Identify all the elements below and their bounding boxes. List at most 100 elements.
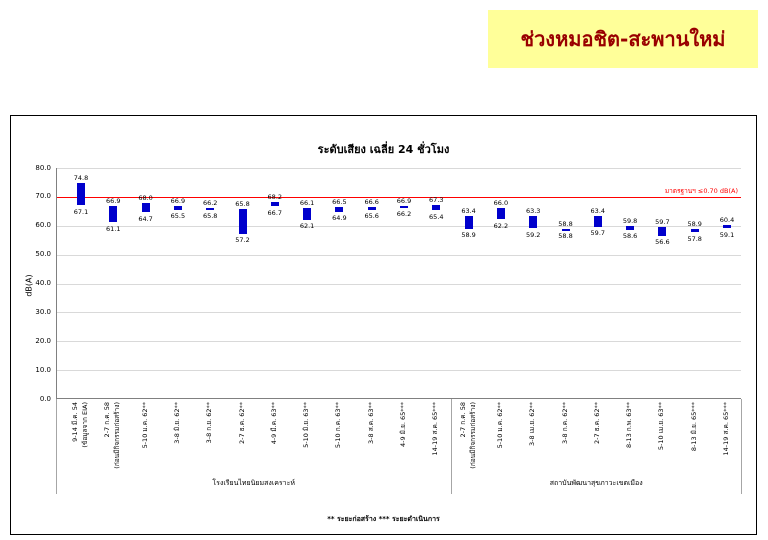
group-separator	[741, 399, 742, 494]
bar	[626, 226, 635, 230]
chart-title: ระดับเสียง เฉลี่ย 24 ชั่วโมง	[317, 143, 450, 156]
y-tick-label: 70.0	[35, 192, 51, 201]
bar-min-label: 62.1	[299, 222, 315, 231]
bar-max-label: 65.8	[235, 200, 250, 208]
bar-max-label: 68.0	[138, 193, 153, 202]
bar-max-label: 63.3	[525, 207, 541, 216]
x-tick-label: 5-10 มิ.ย. 63**	[302, 402, 311, 448]
bar-max-label: 66.6	[364, 197, 379, 206]
bar-min-label: 59.7	[590, 229, 606, 238]
bar	[464, 215, 473, 229]
bar-min-label: 62.2	[493, 221, 509, 230]
bar-min-label: 64.9	[332, 214, 347, 223]
x-tick-label: 3-8 ส.ค. 63**	[366, 402, 375, 444]
bar-max-label: 66.9	[106, 196, 121, 205]
y-tick-label: 80.0	[35, 163, 51, 172]
gridline	[57, 341, 741, 343]
y-tick-label: 30.0	[35, 307, 51, 316]
x-tick-label: 14-19 ส.ค. 65***	[722, 402, 730, 456]
x-tick-label: 2-7 ก.ค. 58 (ก่อนมีกิจกรรมก่อสร้าง)	[103, 402, 122, 469]
group-label: สถาบันพัฒนาสุขภาวะเขตเมือง	[549, 479, 643, 487]
bar-max-label: 66.2	[202, 198, 218, 207]
bar-min-label: 58.8	[558, 231, 573, 240]
group-label: โรงเรียนไทยนิยมสงเคราะห์	[212, 479, 295, 487]
chart-footnote: ** ระยะก่อสร้าง *** ระยะดำเนินการ	[327, 515, 440, 523]
y-tick-label: 50.0	[35, 250, 51, 259]
bar-min-label: 66.7	[267, 208, 283, 217]
y-tick-label: 0.0	[39, 394, 51, 403]
group-separator	[56, 399, 57, 494]
bar	[206, 207, 215, 210]
bar-min-label: 56.6	[655, 238, 670, 247]
x-tick-label: 8-13 ก.พ. 63**	[625, 402, 634, 449]
bar-min-label: 59.1	[719, 230, 735, 239]
bar	[367, 206, 376, 210]
bar	[400, 205, 408, 208]
bar-min-label: 59.2	[525, 230, 541, 239]
bar-min-label: 64.7	[138, 214, 153, 223]
x-tick-label: 2-7 ก.ค. 58 (ก่อนมีกิจกรรมก่อสร้าง)	[458, 402, 477, 469]
x-tick-label: 5-10 ม.ค. 62**	[495, 402, 504, 449]
bar-max-label: 59.8	[622, 217, 638, 226]
bar	[723, 224, 731, 229]
bar	[335, 207, 344, 212]
y-tick-label: 20.0	[35, 336, 51, 345]
bar	[303, 208, 312, 220]
bar-min-label: 65.4	[429, 212, 444, 221]
bar	[432, 204, 441, 211]
y-tick-label: 10.0	[35, 365, 51, 374]
bar-min-label: 66.2	[396, 210, 412, 219]
y-tick-label: 60.0	[35, 221, 51, 230]
x-tick-label: 5-10 เม.ย. 63**	[657, 402, 666, 451]
bar	[690, 228, 699, 233]
bar-max-label: 68.2	[267, 193, 283, 202]
x-tick-label: 5-10 ม.ค. 62**	[140, 402, 149, 449]
chart-frame: ระดับเสียง เฉลี่ย 24 ชั่วโมง dB(A) 0.0 10…	[10, 115, 757, 535]
x-tick-label: 9-14 มี.ค. 54 (ข้อมูลจาก EIA)	[71, 402, 89, 448]
gridline	[57, 254, 741, 256]
bar-min-label: 65.5	[170, 212, 186, 221]
banner: ช่วงหมอชิต-สะพานใหม่	[488, 10, 758, 68]
y-axis-title: dB(A)	[24, 274, 34, 297]
bar	[561, 229, 570, 231]
bar	[77, 183, 85, 206]
gridline	[57, 312, 741, 314]
gridline	[57, 283, 741, 285]
bar-max-label: 66.5	[332, 198, 347, 206]
bar	[238, 209, 247, 234]
x-tick-label: 4-9 มี.ค. 63**	[269, 402, 278, 445]
standard-line	[57, 196, 741, 198]
bar	[173, 205, 182, 210]
bar	[529, 216, 538, 228]
bar	[270, 202, 279, 207]
bar-max-label: 66.1	[299, 199, 315, 208]
bar-max-label: 59.7	[655, 217, 670, 226]
group-separator	[451, 399, 453, 494]
bar-max-label: 66.9	[170, 196, 186, 205]
bar-max-label: 63.4	[461, 206, 476, 215]
bar	[109, 205, 118, 223]
x-tick-label: 2-7 ธ.ค. 62**	[237, 402, 246, 444]
x-tick-label: 5-10 ก.ค. 63**	[334, 402, 343, 449]
bar-max-label: 60.4	[719, 215, 735, 224]
gridline	[57, 168, 741, 169]
bar-min-label: 58.9	[461, 231, 476, 240]
banner-title: ช่วงหมอชิต-สะพานใหม่	[520, 27, 726, 51]
bar	[496, 208, 505, 220]
x-tick-label: 3-8 เม.ย. 62**	[528, 402, 537, 446]
bar-max-label: 58.9	[687, 219, 702, 228]
bar-min-label: 57.8	[687, 234, 702, 243]
bar-max-label: 67.3	[429, 195, 444, 204]
x-tick-label: 4-9 มิ.ย. 65***	[399, 402, 407, 447]
standard-line-label: มาตรฐานฯ ≤0.70 dB(A)	[664, 186, 738, 195]
bar-min-label: 61.1	[106, 225, 121, 234]
gridline	[57, 225, 741, 227]
bar	[658, 226, 667, 236]
bar-min-label: 67.1	[73, 207, 89, 216]
bar-max-label: 63.4	[590, 206, 606, 215]
bar-max-label: 74.8	[73, 174, 89, 182]
x-tick-label: 3-8 ก.ย. 62**	[205, 402, 214, 444]
x-tick-label: 14-19 ส.ค. 65***	[431, 402, 440, 456]
x-tick-label: 3-8 มิ.ย. 62**	[172, 402, 181, 444]
bar	[141, 202, 150, 213]
